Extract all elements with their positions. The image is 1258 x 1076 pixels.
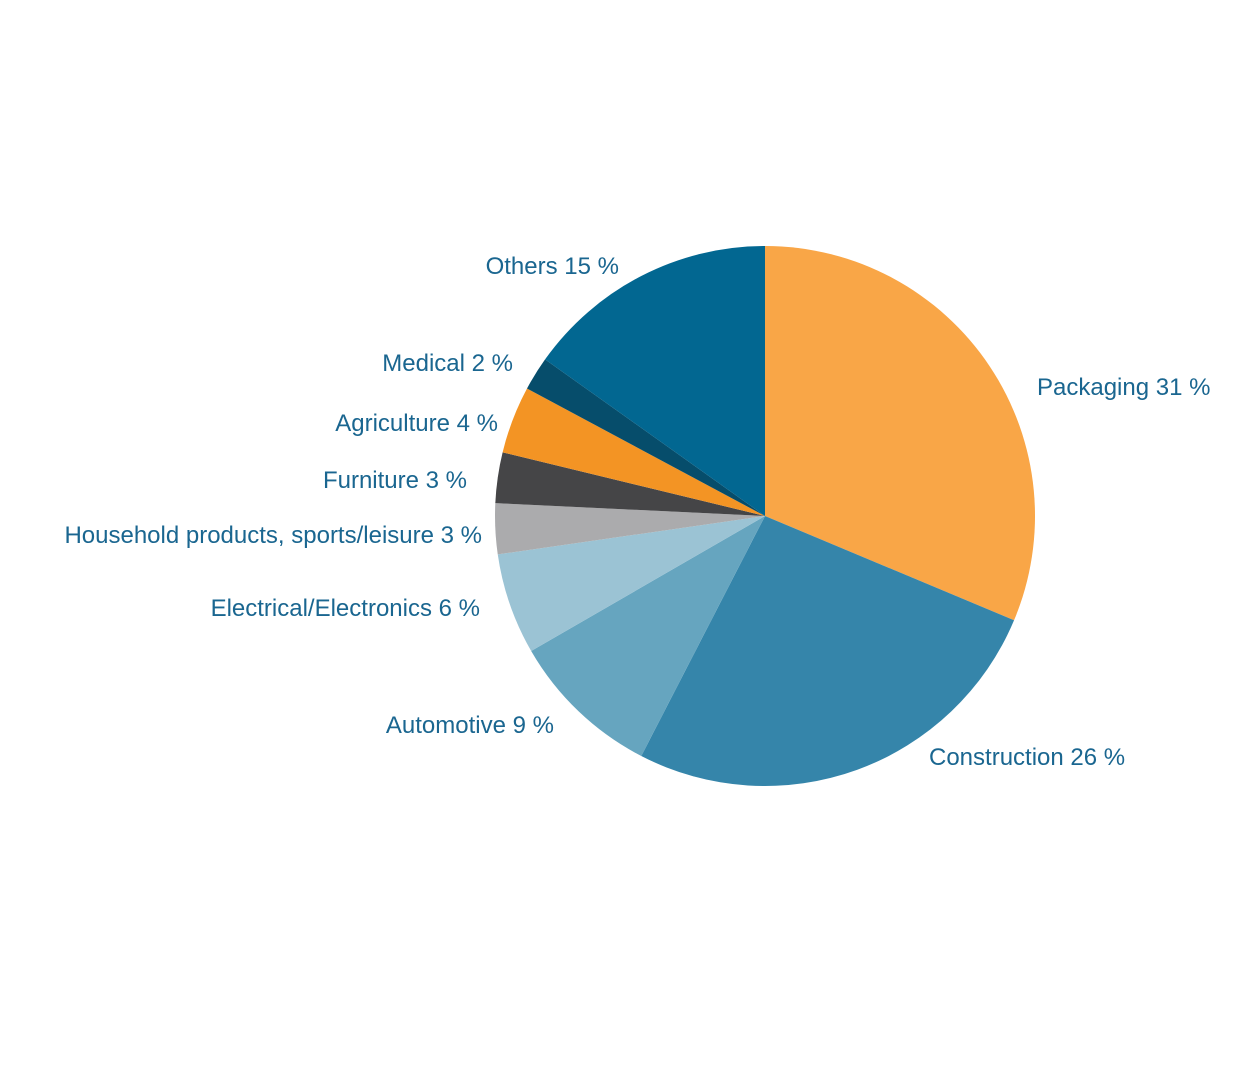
pie-slice-others bbox=[545, 245, 765, 516]
slice-label-packaging: Packaging 31 % bbox=[1037, 374, 1210, 401]
pie-slice-electrical-electronics bbox=[497, 516, 765, 651]
slice-label-household-products-sports-leisure: Household products, sports/leisure 3 % bbox=[64, 522, 482, 549]
pie-slice-medical bbox=[527, 359, 765, 516]
slice-label-electrical-electronics: Electrical/Electronics 6 % bbox=[211, 595, 480, 622]
pie-slice-furniture bbox=[495, 452, 765, 516]
slice-label-construction: Construction 26 % bbox=[929, 744, 1125, 771]
pie-slice-construction bbox=[641, 516, 1015, 787]
pie-slice-household-products-sports-leisure bbox=[495, 503, 765, 555]
pie-slice-agriculture bbox=[502, 388, 765, 516]
pie-labels: Packaging 31 % Construction 26 % Automotiv… bbox=[64, 253, 1210, 771]
pie-slice-automotive bbox=[531, 516, 765, 756]
slice-label-automotive: Automotive 9 % bbox=[386, 712, 554, 739]
slice-label-medical: Medical 2 % bbox=[382, 350, 513, 377]
pie-slices bbox=[495, 245, 1036, 787]
slice-label-agriculture: Agriculture 4 % bbox=[335, 410, 498, 437]
pie-slice-packaging bbox=[765, 246, 1036, 621]
slice-label-furniture: Furniture 3 % bbox=[323, 467, 467, 494]
slice-label-others: Others 15 % bbox=[486, 253, 619, 280]
